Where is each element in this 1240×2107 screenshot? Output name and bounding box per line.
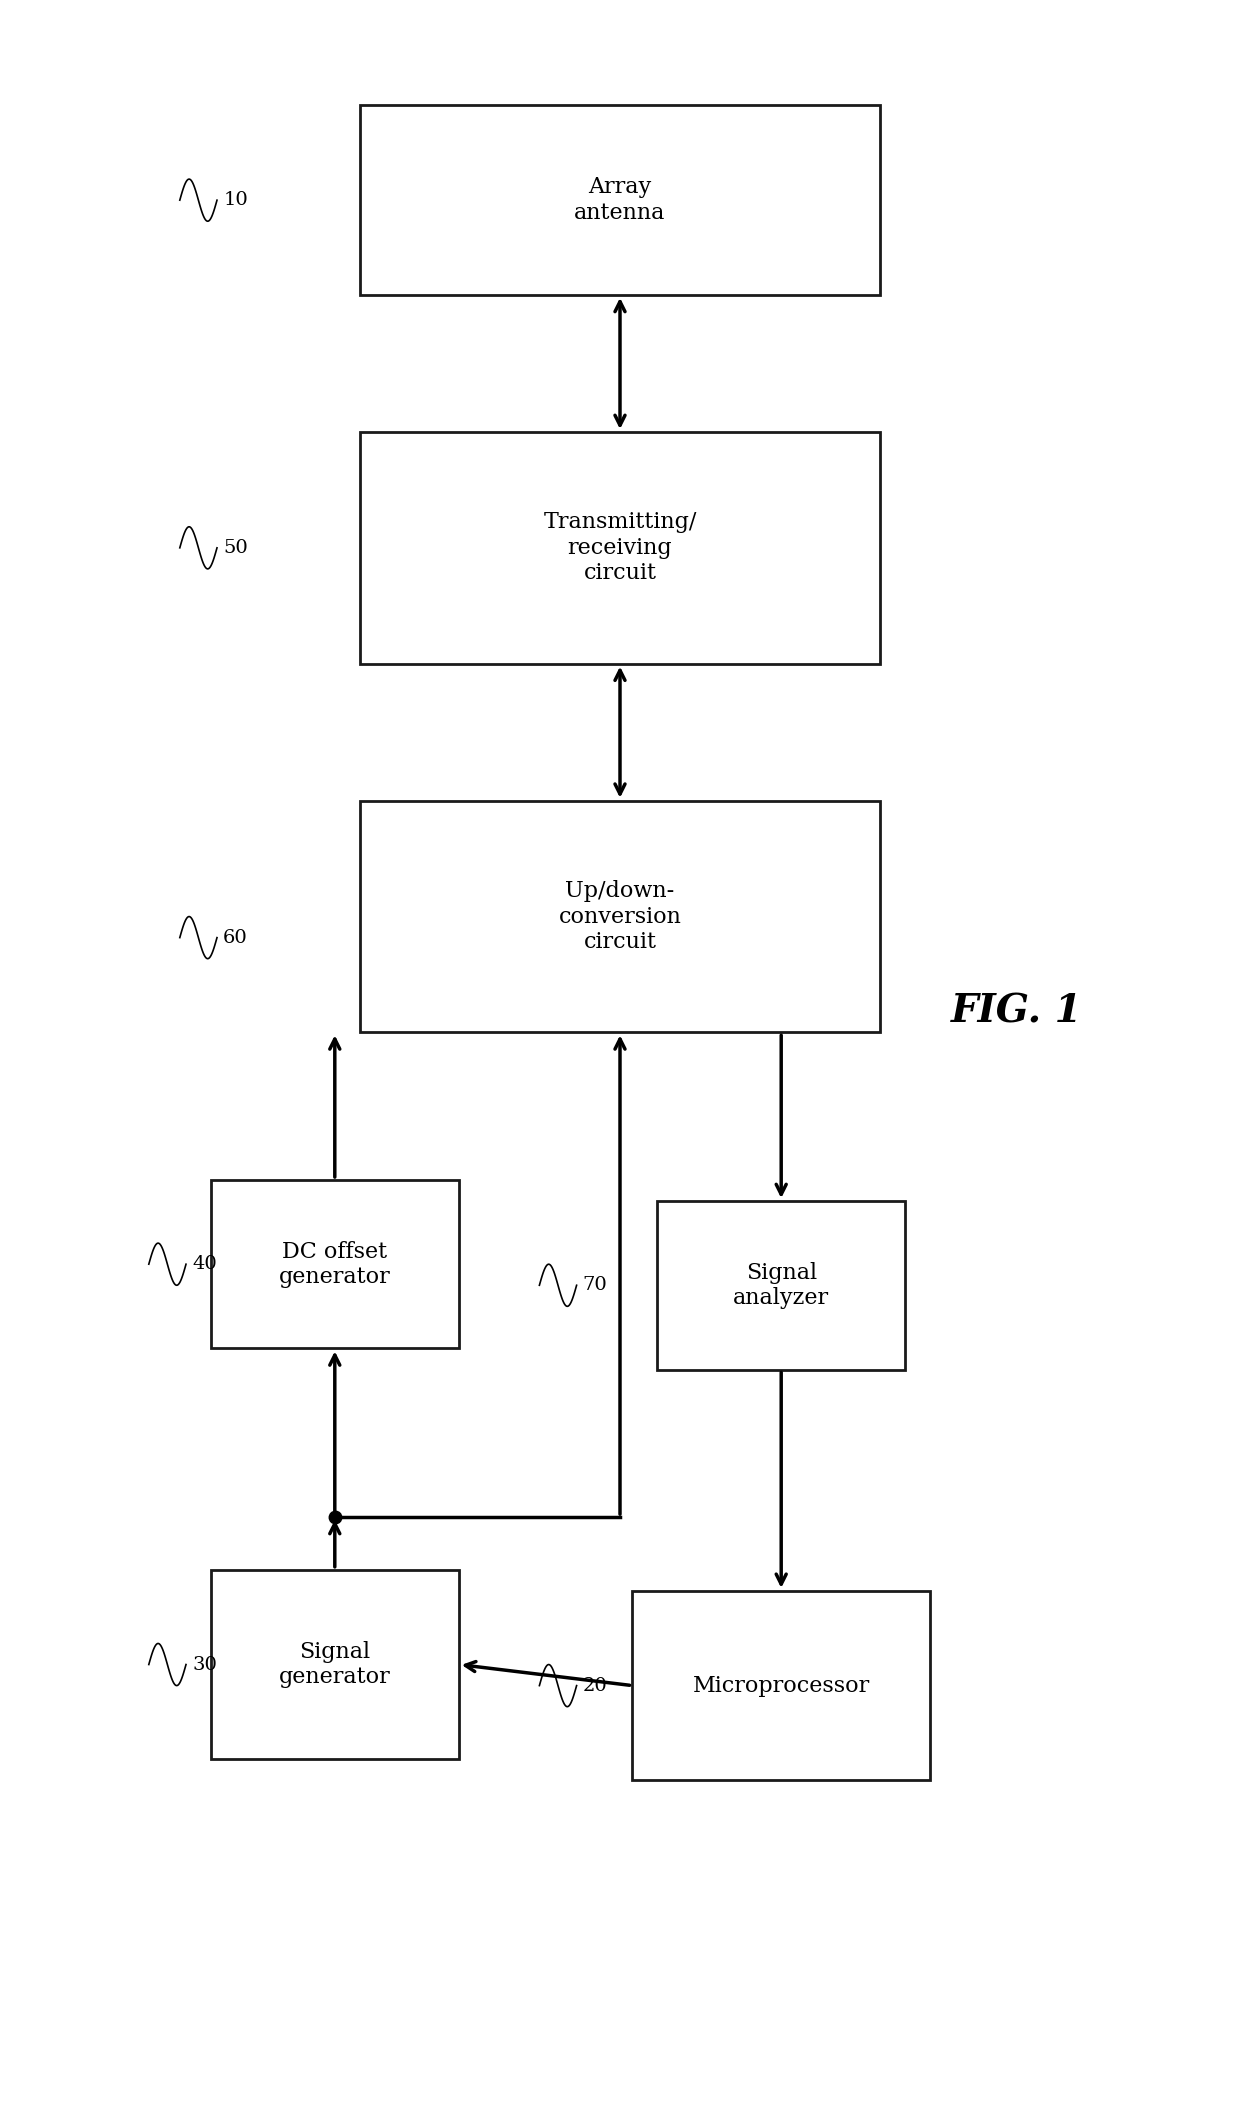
Text: FIG. 1: FIG. 1 bbox=[951, 992, 1083, 1030]
Text: Up/down-
conversion
circuit: Up/down- conversion circuit bbox=[558, 881, 682, 952]
Text: 30: 30 bbox=[192, 1656, 217, 1673]
Bar bbox=[211, 1180, 459, 1348]
Text: 70: 70 bbox=[583, 1277, 608, 1294]
Bar bbox=[360, 432, 880, 664]
Bar bbox=[632, 1591, 930, 1780]
Bar bbox=[360, 801, 880, 1032]
Text: Transmitting/
receiving
circuit: Transmitting/ receiving circuit bbox=[543, 512, 697, 584]
Text: 40: 40 bbox=[192, 1256, 217, 1273]
Text: 20: 20 bbox=[583, 1677, 608, 1694]
Text: 50: 50 bbox=[223, 539, 248, 556]
Text: DC offset
generator: DC offset generator bbox=[279, 1241, 391, 1287]
Text: Array
antenna: Array antenna bbox=[574, 177, 666, 223]
Bar bbox=[657, 1201, 905, 1370]
Bar bbox=[211, 1570, 459, 1759]
Bar bbox=[360, 105, 880, 295]
Text: Signal
analyzer: Signal analyzer bbox=[733, 1262, 830, 1308]
Text: Microprocessor: Microprocessor bbox=[693, 1675, 869, 1696]
Text: 60: 60 bbox=[223, 929, 248, 946]
Text: 10: 10 bbox=[223, 192, 248, 209]
Text: Signal
generator: Signal generator bbox=[279, 1641, 391, 1688]
